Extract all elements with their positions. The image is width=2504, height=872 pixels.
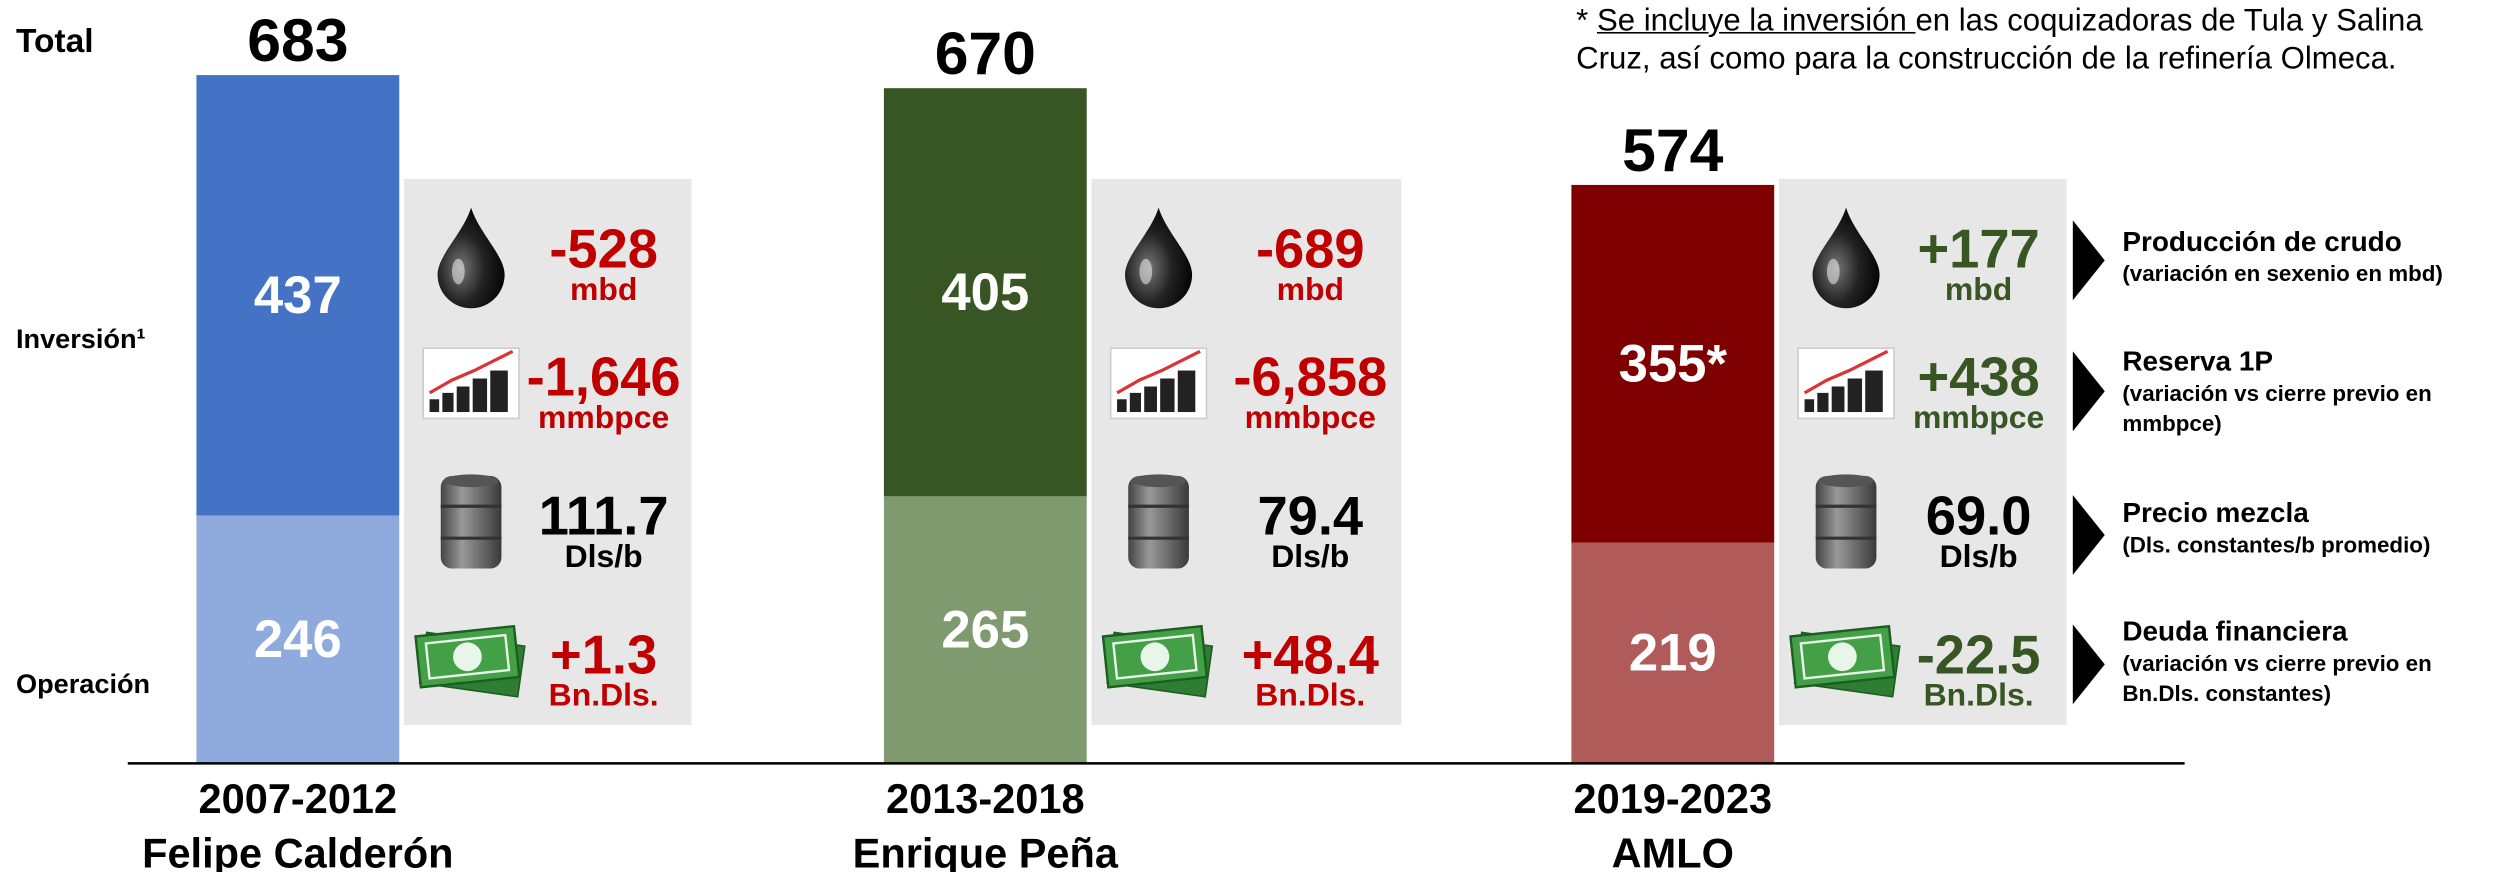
indicator-subtitle: (variación vs cierre previo en mmbpce) <box>2122 380 2432 436</box>
total-value: 670 <box>935 19 1036 87</box>
note-marker: * <box>1576 3 1597 39</box>
legend-block: Reserva 1P (variación vs cierre previo en… <box>2122 343 2504 439</box>
category-period: 2007-2012 <box>199 775 398 822</box>
indicator-value: +48.4 <box>1242 624 1379 685</box>
bar-segment <box>883 88 1087 497</box>
legend-arrow <box>2072 220 2105 301</box>
indicator-unit: Dls/b <box>1940 538 2018 574</box>
bar-segment <box>1571 542 1775 764</box>
segment-label: 265 <box>941 600 1029 659</box>
indicator-icon <box>1109 346 1209 421</box>
bar-segment <box>883 496 1087 764</box>
legend-arrow <box>2072 624 2105 705</box>
indicator-unit: mbd <box>1945 271 2012 307</box>
indicator-value: +438 <box>1917 346 2039 407</box>
indicator-legend: Precio mezcla(Dls. constantes/b promedio… <box>2122 495 2504 560</box>
indicator-value: -22.5 <box>1917 624 2041 685</box>
indicator-value: 111.7 <box>539 485 669 546</box>
indicator-icon <box>1126 472 1191 571</box>
segment-label: 355* <box>1619 334 1728 393</box>
indicator-subtitle: (variación vs cierre previo en Bn.Dls. c… <box>2122 649 2432 706</box>
indicator-icon <box>1796 346 1896 421</box>
total-value: 574 <box>1622 116 1723 184</box>
category-period: 2019-2023 <box>1574 775 1773 822</box>
legend-block: Producción de crudo (variación en sexenio… <box>2122 224 2504 289</box>
note-underlined: Se incluye la inversión <box>1596 3 1916 39</box>
indicator-title: Reserva 1P <box>2122 344 2274 377</box>
legend-block: Deuda financiera (variación vs cierre pre… <box>2122 613 2504 709</box>
indicator-unit: Bn.Dls. <box>1255 677 1365 713</box>
indicator-icon <box>1814 472 1879 571</box>
series-label: Inversión¹ <box>16 323 146 354</box>
indicator-unit: Bn.Dls. <box>549 677 659 713</box>
indicator-icon <box>1789 624 1901 698</box>
indicator-title: Precio mezcla <box>2122 496 2309 529</box>
total-value: 683 <box>247 6 348 74</box>
category-name: Enrique Peña <box>853 829 1119 872</box>
indicator-legend: Deuda financiera(variación vs cierre pre… <box>2122 613 2504 709</box>
indicator-value: -6,858 <box>1233 346 1387 407</box>
indicator-value: -528 <box>549 219 658 280</box>
bar-segment <box>196 515 400 764</box>
segment-label: 437 <box>254 266 342 325</box>
legend-arrow <box>2072 495 2105 575</box>
indicator-subtitle: (variación en sexenio en mbd) <box>2122 260 2443 286</box>
indicator-icon <box>1101 624 1214 698</box>
series-label: Operación <box>16 668 150 699</box>
legend-arrow <box>2072 351 2105 432</box>
indicator-title: Producción de crudo <box>2122 225 2402 258</box>
indicator-unit: mbd <box>1277 271 1344 307</box>
segment-label: 246 <box>254 610 342 669</box>
indicator-title: Deuda financiera <box>2122 614 2348 647</box>
indicator-unit: mmbpce <box>538 399 669 435</box>
bar-segment <box>196 75 400 516</box>
indicator-value: -1,646 <box>527 346 681 407</box>
note-text: en las coquizadoras de Tula y Salina Cru… <box>1576 3 2423 77</box>
category-name: AMLO <box>1612 829 1734 872</box>
indicator-icon <box>414 624 527 698</box>
indicator-subtitle: (Dls. constantes/b promedio) <box>2122 531 2431 558</box>
indicator-unit: mbd <box>570 271 637 307</box>
bar-segment <box>1571 184 1775 543</box>
indicator-unit: mmbpce <box>1245 399 1376 435</box>
indicator-value: +1.3 <box>550 624 657 685</box>
category-name: Felipe Calderón <box>142 829 453 872</box>
category-period: 2013-2018 <box>886 775 1085 822</box>
indicator-icon <box>421 346 521 421</box>
indicator-value: 79.4 <box>1257 485 1363 546</box>
indicator-unit: Dls/b <box>565 538 643 574</box>
indicator-legend: Reserva 1P(variación vs cierre previo en… <box>2122 343 2504 439</box>
indicator-value: 69.0 <box>1926 485 2032 546</box>
footnote-text: * Se incluye la inversión en las coquiza… <box>1576 2 2438 79</box>
indicator-icon <box>439 472 504 571</box>
indicator-unit: mmbpce <box>1913 399 2044 435</box>
indicator-unit: Bn.Dls. <box>1924 677 2034 713</box>
indicator-unit: Dls/b <box>1271 538 1349 574</box>
footnote: * Se incluye la inversión en las coquiza… <box>1576 2 2438 79</box>
indicator-value: +177 <box>1917 219 2039 280</box>
indicator-value: -689 <box>1256 219 1365 280</box>
segment-label: 405 <box>941 263 1029 322</box>
segment-label: 219 <box>1629 624 1717 683</box>
total-label: Total <box>16 23 94 60</box>
legend-block: Precio mezcla (Dls. constantes/b promedio… <box>2122 495 2504 560</box>
indicator-legend: Producción de crudo(variación en sexenio… <box>2122 224 2504 289</box>
